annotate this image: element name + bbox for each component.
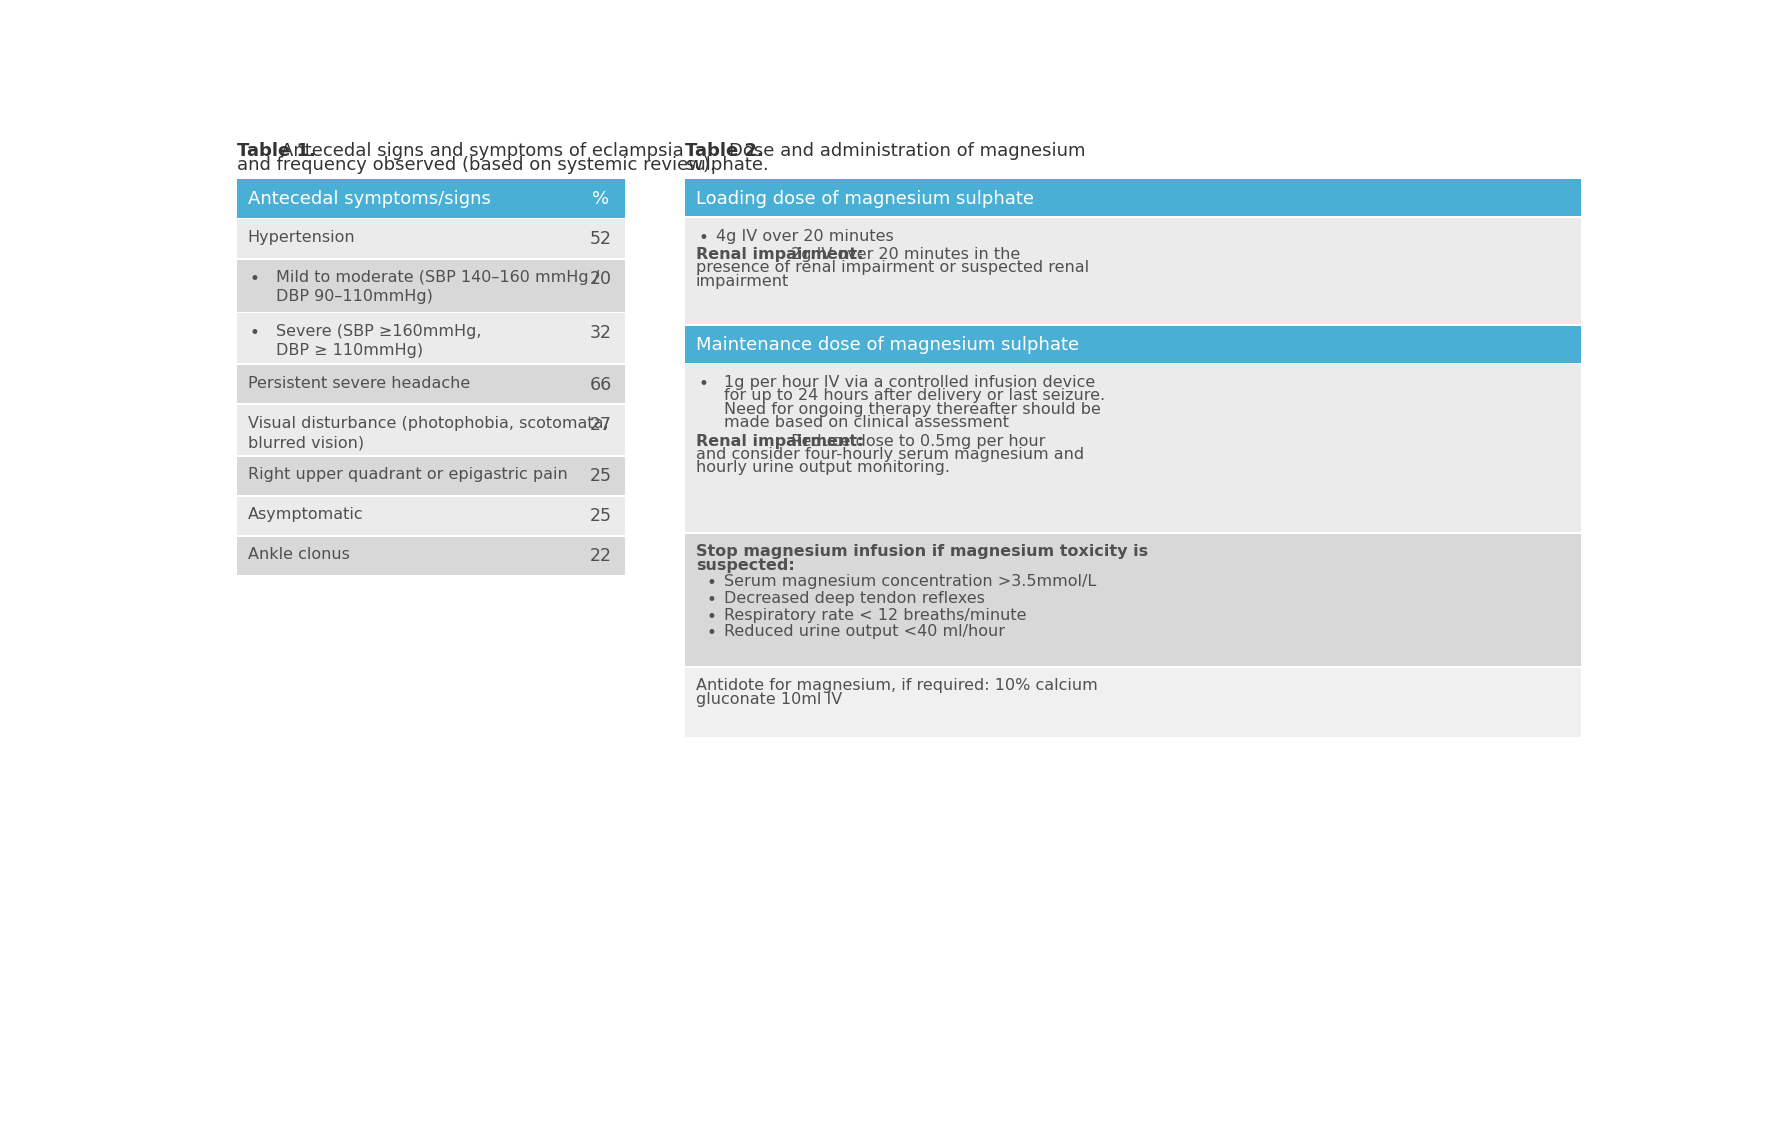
Text: •: • — [707, 575, 716, 593]
FancyBboxPatch shape — [686, 364, 1581, 532]
FancyBboxPatch shape — [576, 259, 624, 312]
FancyBboxPatch shape — [576, 219, 624, 258]
FancyBboxPatch shape — [576, 405, 624, 455]
FancyBboxPatch shape — [686, 326, 1581, 363]
FancyBboxPatch shape — [576, 457, 624, 495]
Text: Stop magnesium infusion if magnesium toxicity is: Stop magnesium infusion if magnesium tox… — [696, 545, 1148, 559]
FancyBboxPatch shape — [686, 667, 1581, 737]
Text: %: % — [592, 190, 610, 208]
Text: Mild to moderate (SBP 140–160 mmHg /
DBP 90–110mmHg): Mild to moderate (SBP 140–160 mmHg / DBP… — [276, 271, 599, 304]
Text: Ankle clonus: Ankle clonus — [248, 548, 349, 563]
Text: Maintenance dose of magnesium sulphate: Maintenance dose of magnesium sulphate — [696, 337, 1079, 355]
FancyBboxPatch shape — [576, 365, 624, 403]
Text: 27: 27 — [590, 416, 611, 433]
Text: Table 1.: Table 1. — [237, 143, 315, 161]
Text: Persistent severe headache: Persistent severe headache — [248, 376, 470, 391]
FancyBboxPatch shape — [237, 496, 576, 536]
Text: 4g IV over 20 minutes: 4g IV over 20 minutes — [716, 229, 893, 244]
Text: Respiratory rate < 12 breaths/minute: Respiratory rate < 12 breaths/minute — [723, 608, 1026, 622]
FancyBboxPatch shape — [237, 537, 576, 575]
Text: Reduce dose to 0.5mg per hour: Reduce dose to 0.5mg per hour — [787, 433, 1045, 448]
Text: 25: 25 — [590, 508, 611, 526]
FancyBboxPatch shape — [686, 533, 1581, 666]
Text: hourly urine output monitoring.: hourly urine output monitoring. — [696, 460, 950, 475]
Text: made based on clinical assessment: made based on clinical assessment — [723, 416, 1008, 430]
Text: presence of renal impairment or suspected renal: presence of renal impairment or suspecte… — [696, 261, 1090, 275]
Text: and consider four-hourly serum magnesium and: and consider four-hourly serum magnesium… — [696, 447, 1084, 462]
Text: •: • — [698, 229, 709, 247]
Text: •: • — [250, 271, 259, 289]
Text: Need for ongoing therapy thereafter should be: Need for ongoing therapy thereafter shou… — [723, 402, 1100, 417]
Text: Serum magnesium concentration >3.5mmol/L: Serum magnesium concentration >3.5mmol/L — [723, 575, 1095, 590]
FancyBboxPatch shape — [576, 537, 624, 575]
FancyBboxPatch shape — [237, 405, 576, 455]
FancyBboxPatch shape — [576, 180, 624, 218]
Text: Visual disturbance (photophobia, scotomata,
blurred vision): Visual disturbance (photophobia, scotoma… — [248, 416, 608, 450]
Text: Hypertension: Hypertension — [248, 230, 356, 245]
Text: Dose and administration of magnesium: Dose and administration of magnesium — [728, 143, 1086, 161]
Text: Loading dose of magnesium sulphate: Loading dose of magnesium sulphate — [696, 190, 1033, 208]
Text: 2g IV over 20 minutes in the: 2g IV over 20 minutes in the — [787, 247, 1021, 262]
Text: Antecedal signs and symptoms of eclampsia: Antecedal signs and symptoms of eclampsi… — [282, 143, 684, 161]
FancyBboxPatch shape — [576, 313, 624, 364]
Text: •: • — [250, 325, 259, 343]
Text: •: • — [707, 624, 716, 642]
Text: impairment: impairment — [696, 274, 789, 289]
Text: •: • — [707, 591, 716, 609]
Text: Antecedal symptoms/signs: Antecedal symptoms/signs — [248, 190, 491, 208]
Text: and frequency observed (based on systemic review).: and frequency observed (based on systemi… — [237, 156, 716, 174]
Text: Renal impairment:: Renal impairment: — [696, 247, 863, 262]
Text: gluconate 10ml IV: gluconate 10ml IV — [696, 692, 842, 706]
Text: •: • — [698, 375, 709, 393]
FancyBboxPatch shape — [576, 496, 624, 536]
Text: Table 2.: Table 2. — [686, 143, 764, 161]
Text: Right upper quadrant or epigastric pain: Right upper quadrant or epigastric pain — [248, 467, 567, 483]
Text: 22: 22 — [590, 548, 611, 566]
Text: for up to 24 hours after delivery or last seizure.: for up to 24 hours after delivery or las… — [723, 389, 1104, 403]
FancyBboxPatch shape — [237, 365, 576, 403]
FancyBboxPatch shape — [237, 180, 576, 218]
Text: 66: 66 — [590, 376, 611, 394]
Text: Antidote for magnesium, if required: 10% calcium: Antidote for magnesium, if required: 10%… — [696, 678, 1097, 693]
Text: suspected:: suspected: — [696, 558, 794, 573]
Text: 52: 52 — [590, 230, 611, 248]
Text: 32: 32 — [590, 325, 611, 343]
Text: 1g per hour IV via a controlled infusion device: 1g per hour IV via a controlled infusion… — [723, 375, 1095, 390]
Text: Reduced urine output <40 ml/hour: Reduced urine output <40 ml/hour — [723, 624, 1005, 639]
FancyBboxPatch shape — [237, 219, 576, 258]
FancyBboxPatch shape — [237, 259, 576, 312]
Text: Renal impairment:: Renal impairment: — [696, 433, 863, 448]
Text: Severe (SBP ≥160mmHg,
DBP ≥ 110mmHg): Severe (SBP ≥160mmHg, DBP ≥ 110mmHg) — [276, 325, 482, 358]
FancyBboxPatch shape — [686, 218, 1581, 325]
Text: •: • — [707, 608, 716, 626]
Text: 25: 25 — [590, 467, 611, 485]
FancyBboxPatch shape — [686, 180, 1581, 217]
Text: sulphate.: sulphate. — [686, 156, 769, 174]
FancyBboxPatch shape — [237, 457, 576, 495]
Text: Asymptomatic: Asymptomatic — [248, 508, 363, 522]
FancyBboxPatch shape — [237, 313, 576, 364]
Text: 20: 20 — [590, 271, 611, 289]
Text: Decreased deep tendon reflexes: Decreased deep tendon reflexes — [723, 591, 985, 606]
